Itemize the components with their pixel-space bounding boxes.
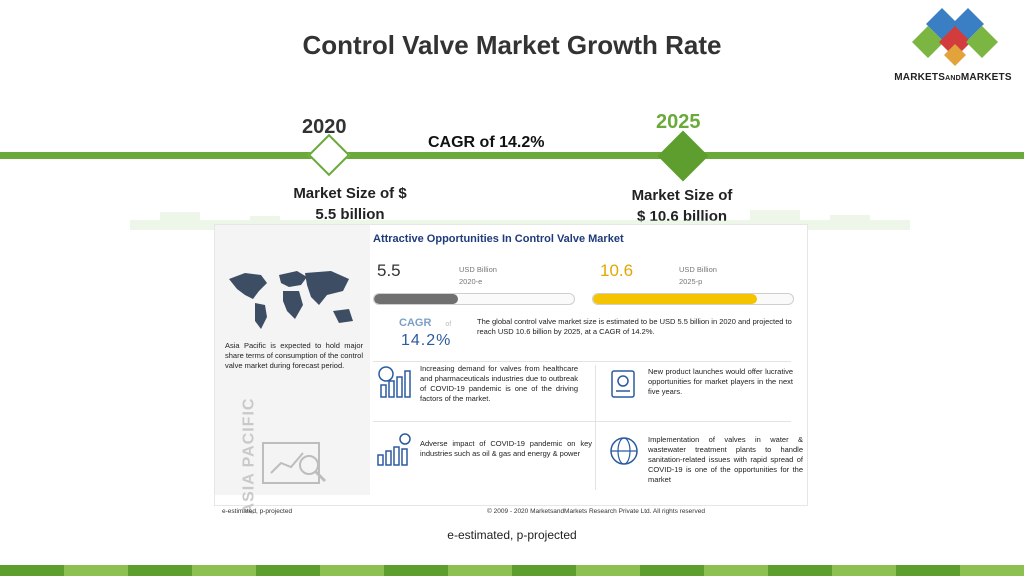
progress-bar-2025 xyxy=(592,293,794,305)
driver-healthcare: Increasing demand for valves from health… xyxy=(420,364,578,403)
stripe-segment xyxy=(768,565,832,576)
cagr-label: CAGR of xyxy=(399,317,451,329)
stripe-segment xyxy=(256,565,320,576)
region-note: Asia Pacific is expected to hold major s… xyxy=(225,341,363,370)
market-size-2020-line1: Market Size of $ xyxy=(293,185,407,202)
divider xyxy=(373,421,791,422)
stripe-segment xyxy=(192,565,256,576)
globe-icon xyxy=(610,437,638,465)
markets-and-markets-logo: MARKETSANDMARKETS xyxy=(888,6,1018,90)
unit-2025-label: USD Billion xyxy=(679,265,717,274)
cagr-of-text: of xyxy=(445,321,452,328)
driver-product-launches: New product launches would offer lucrati… xyxy=(648,367,793,396)
stripe-segment xyxy=(0,565,64,576)
unit-2025: USD Billion 2025-p xyxy=(679,264,717,288)
stripe-segment xyxy=(832,565,896,576)
market-size-2025-line2: $ 10.6 billion xyxy=(636,208,728,225)
year-2025-label: 2025 xyxy=(656,111,701,133)
driver-water-treatment: Implementation of valves in water & wast… xyxy=(648,435,803,484)
timeline-marker-2020 xyxy=(307,133,351,177)
copyright-notice: © 2009 - 2020 MarketsandMarkets Research… xyxy=(487,508,705,515)
unit-2020-label: USD Billion xyxy=(459,265,497,274)
stripe-segment xyxy=(320,565,384,576)
infographic-title: Attractive Opportunities In Control Valv… xyxy=(373,233,624,245)
unit-2020: USD Billion 2020-e xyxy=(459,264,497,288)
stripe-segment xyxy=(512,565,576,576)
market-size-2020-line2: 5.5 billion xyxy=(315,206,385,223)
tag-2025: 2025-p xyxy=(679,277,703,286)
region-panel: Asia Pacific is expected to hold major s… xyxy=(215,225,370,514)
market-summary: The global control valve market size is … xyxy=(477,317,792,336)
market-size-2025-line1: Market Size of xyxy=(631,187,733,204)
cagr-value: 14.2% xyxy=(401,332,452,349)
logo-wordmark: MARKETSANDMARKETS xyxy=(894,72,1012,83)
bottom-stripe xyxy=(0,565,1024,576)
stripe-segment xyxy=(704,565,768,576)
year-2020-label: 2020 xyxy=(302,116,347,138)
stripe-segment xyxy=(960,565,1024,576)
bottom-footnote: e-estimated, p-projected xyxy=(447,528,577,542)
stripe-segment xyxy=(64,565,128,576)
timeline-marker-2025 xyxy=(657,130,709,182)
progress-bar-2020 xyxy=(373,293,575,305)
progress-fill-2025 xyxy=(593,294,757,304)
product-launch-icon xyxy=(611,370,635,398)
cagr-heading: CAGR of 14.2% xyxy=(428,134,545,151)
healthcare-growth-icon xyxy=(378,366,411,398)
analytics-board-icon xyxy=(262,442,327,484)
cagr-label-text: CAGR xyxy=(399,317,432,329)
stripe-segment xyxy=(384,565,448,576)
infographic-card: Asia Pacific is expected to hold major s… xyxy=(214,224,808,514)
card-footnote: e-estimated, p-projected xyxy=(222,508,293,515)
logo-diamonds-icon xyxy=(912,8,998,66)
timeline-bar xyxy=(0,152,1024,159)
divider xyxy=(373,361,791,362)
tag-2020: 2020-e xyxy=(459,277,483,286)
stripe-segment xyxy=(640,565,704,576)
market-size-2025: Market Size of $ 10.6 billion xyxy=(602,185,762,227)
value-2020: 5.5 xyxy=(377,261,401,280)
driver-covid-impact: Adverse impact of COVID-19 pandemic on k… xyxy=(420,439,592,458)
divider xyxy=(595,365,596,490)
market-size-2020: Market Size of $ 5.5 billion xyxy=(270,183,430,225)
asia-pacific-vertical-label: ASIA PACIFIC xyxy=(240,397,258,515)
stripe-segment xyxy=(128,565,192,576)
value-2025: 10.6 xyxy=(600,261,634,280)
world-map-icon xyxy=(229,271,353,329)
slide-title: Control Valve Market Growth Rate xyxy=(302,30,722,60)
progress-fill-2020 xyxy=(374,294,458,304)
stripe-segment xyxy=(576,565,640,576)
industry-decline-icon xyxy=(377,433,411,466)
stripe-segment xyxy=(448,565,512,576)
stripe-segment xyxy=(896,565,960,576)
